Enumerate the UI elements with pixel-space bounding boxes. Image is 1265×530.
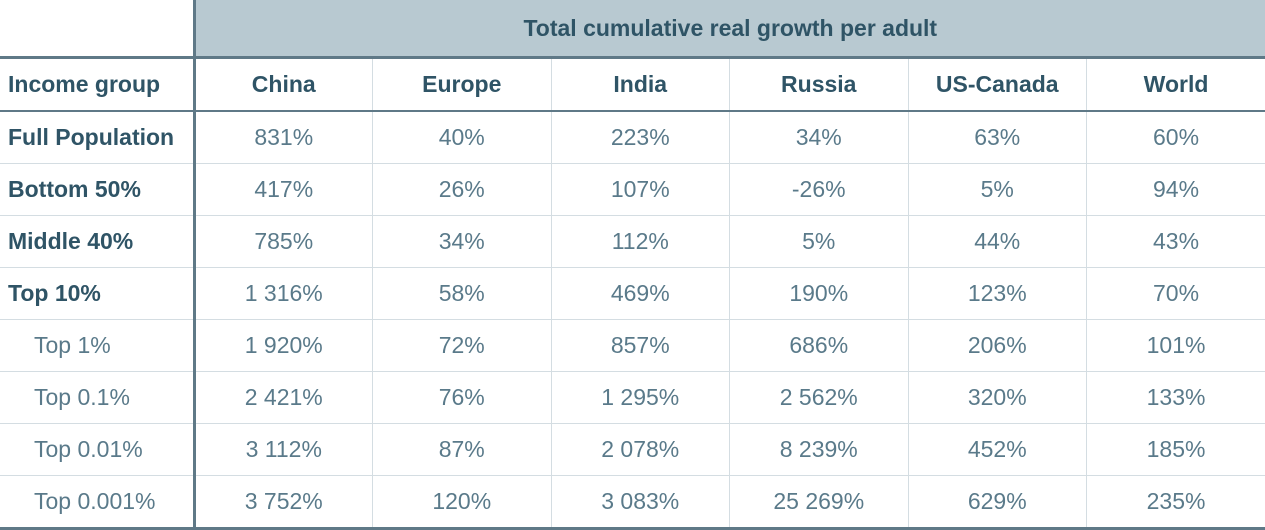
table-cell: 3 112% xyxy=(194,424,373,476)
table-cell: 5% xyxy=(908,164,1087,216)
table-row: Top 0.1%2 421%76%1 295%2 562%320%133% xyxy=(0,372,1265,424)
table-cell: 133% xyxy=(1087,372,1265,424)
table-cell: 3 752% xyxy=(194,476,373,529)
row-label: Middle 40% xyxy=(0,216,194,268)
row-header-label: Income group xyxy=(0,58,194,112)
table-cell: 8 239% xyxy=(730,424,909,476)
column-header-india: India xyxy=(551,58,730,112)
column-header-europe: Europe xyxy=(373,58,552,112)
table-cell: 417% xyxy=(194,164,373,216)
table-cell: 58% xyxy=(373,268,552,320)
table-cell: 76% xyxy=(373,372,552,424)
table-row: Top 1%1 920%72%857%686%206%101% xyxy=(0,320,1265,372)
corner-cell xyxy=(0,0,194,58)
table-cell: 452% xyxy=(908,424,1087,476)
row-label: Full Population xyxy=(0,111,194,164)
table-cell: 686% xyxy=(730,320,909,372)
table-cell: 107% xyxy=(551,164,730,216)
table-cell: 43% xyxy=(1087,216,1265,268)
table-cell: 1 295% xyxy=(551,372,730,424)
table-cell: 235% xyxy=(1087,476,1265,529)
table-cell: 120% xyxy=(373,476,552,529)
table-cell: 26% xyxy=(373,164,552,216)
table-cell: 223% xyxy=(551,111,730,164)
column-header-us-canada: US-Canada xyxy=(908,58,1087,112)
row-label: Top 1% xyxy=(0,320,194,372)
table-cell: 34% xyxy=(373,216,552,268)
table-row: Bottom 50%417%26%107%-26%5%94% xyxy=(0,164,1265,216)
column-header-russia: Russia xyxy=(730,58,909,112)
row-label: Top 10% xyxy=(0,268,194,320)
table-cell: 101% xyxy=(1087,320,1265,372)
table-cell: 857% xyxy=(551,320,730,372)
table-cell: 206% xyxy=(908,320,1087,372)
table-cell: 60% xyxy=(1087,111,1265,164)
table-cell: 70% xyxy=(1087,268,1265,320)
row-label: Top 0.001% xyxy=(0,476,194,529)
table-cell: 3 083% xyxy=(551,476,730,529)
table-cell: 63% xyxy=(908,111,1087,164)
table-cell: 629% xyxy=(908,476,1087,529)
table-cell: 44% xyxy=(908,216,1087,268)
table-cell: 40% xyxy=(373,111,552,164)
row-label: Top 0.01% xyxy=(0,424,194,476)
column-header-row: Income group China Europe India Russia U… xyxy=(0,58,1265,112)
group-header: Total cumulative real growth per adult xyxy=(194,0,1265,58)
table-cell: 1 316% xyxy=(194,268,373,320)
table-row: Middle 40%785%34%112%5%44%43% xyxy=(0,216,1265,268)
table-cell: 72% xyxy=(373,320,552,372)
group-header-row: Total cumulative real growth per adult xyxy=(0,0,1265,58)
table-row: Top 0.01%3 112%87%2 078%8 239%452%185% xyxy=(0,424,1265,476)
row-label: Bottom 50% xyxy=(0,164,194,216)
table-row: Top 0.001%3 752%120%3 083%25 269%629%235… xyxy=(0,476,1265,529)
table-cell: 25 269% xyxy=(730,476,909,529)
table-cell: 2 078% xyxy=(551,424,730,476)
table-cell: 34% xyxy=(730,111,909,164)
table-cell: 1 920% xyxy=(194,320,373,372)
table-cell: 5% xyxy=(730,216,909,268)
table-cell: 190% xyxy=(730,268,909,320)
table-row: Top 10%1 316%58%469%190%123%70% xyxy=(0,268,1265,320)
table-cell: 831% xyxy=(194,111,373,164)
row-label: Top 0.1% xyxy=(0,372,194,424)
table-cell: 112% xyxy=(551,216,730,268)
table-cell: 2 562% xyxy=(730,372,909,424)
table-cell: 185% xyxy=(1087,424,1265,476)
column-header-china: China xyxy=(194,58,373,112)
table-cell: 785% xyxy=(194,216,373,268)
table-cell: 87% xyxy=(373,424,552,476)
table-cell: 469% xyxy=(551,268,730,320)
table-cell: 123% xyxy=(908,268,1087,320)
table-cell: 2 421% xyxy=(194,372,373,424)
column-header-world: World xyxy=(1087,58,1265,112)
table-cell: -26% xyxy=(730,164,909,216)
table-cell: 320% xyxy=(908,372,1087,424)
table-cell: 94% xyxy=(1087,164,1265,216)
